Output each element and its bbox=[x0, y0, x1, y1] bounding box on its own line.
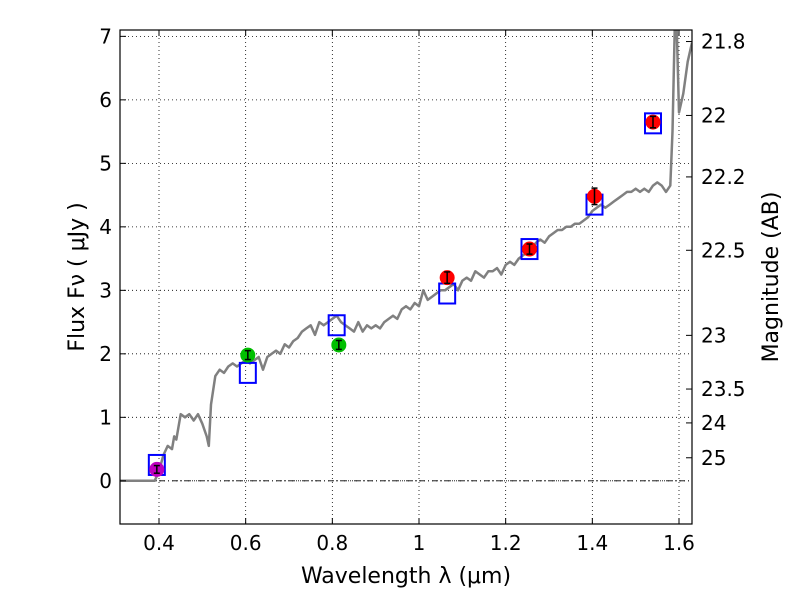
y2-tick-label: 25 bbox=[701, 446, 726, 470]
x-tick-label: 1.6 bbox=[663, 531, 695, 555]
model-photometry-square bbox=[644, 112, 662, 135]
model-photometry-square bbox=[238, 361, 257, 384]
grid bbox=[120, 30, 692, 524]
x-tick-label: 1.2 bbox=[490, 531, 522, 555]
plot-frame bbox=[119, 29, 693, 525]
y-tick-label: 6 bbox=[99, 88, 112, 112]
y2-tick-label: 24 bbox=[701, 411, 726, 435]
y2-tick-label: 22.2 bbox=[701, 165, 746, 189]
x-tick-label: 1 bbox=[413, 531, 426, 555]
y-tick-label: 7 bbox=[99, 24, 112, 48]
sed-model-line bbox=[120, 30, 692, 483]
y2-tick-label: 21.8 bbox=[701, 30, 746, 54]
y2-tick-label: 22 bbox=[701, 103, 726, 127]
y2-tick-label: 22.5 bbox=[701, 238, 746, 262]
y-tick-label: 0 bbox=[99, 469, 112, 493]
y-tick-label: 2 bbox=[99, 342, 112, 366]
y2-axis-label: Magnitude (AB) bbox=[759, 192, 784, 363]
y2-tick-label: 23 bbox=[701, 323, 726, 347]
y-axis-label: Flux Fν ( μJy ) bbox=[65, 202, 90, 351]
x-tick-label: 0.8 bbox=[316, 531, 348, 555]
x-axis-label: Wavelength λ (μm) bbox=[301, 564, 511, 589]
model-photometry-square bbox=[327, 314, 346, 337]
y-tick-label: 5 bbox=[99, 151, 112, 175]
y-tick-label: 3 bbox=[99, 278, 112, 302]
y-tick-label: 4 bbox=[99, 215, 112, 239]
plot-series bbox=[120, 30, 692, 483]
x-tick-label: 0.4 bbox=[143, 531, 175, 555]
x-tick-label: 1.4 bbox=[576, 531, 608, 555]
x-tick-label: 0.6 bbox=[230, 531, 262, 555]
y2-tick-label: 23.5 bbox=[701, 377, 746, 401]
y-tick-label: 1 bbox=[99, 405, 112, 429]
model-photometry-square bbox=[520, 238, 539, 261]
